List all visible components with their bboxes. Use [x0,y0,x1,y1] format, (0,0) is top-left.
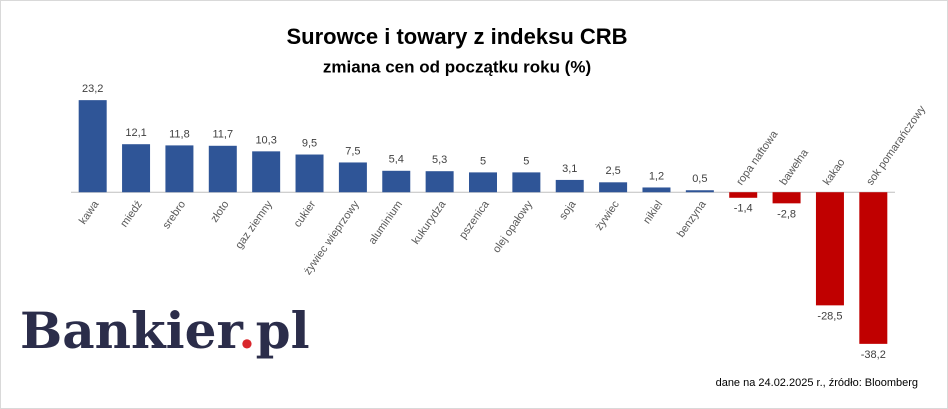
bar [338,162,367,193]
value-label: 5 [523,155,529,167]
logo-suffix: pl [256,301,310,360]
chart-title: Surowce i towary z indeksu CRB [286,24,627,49]
logo-name: Bankier [20,301,243,360]
value-label: 7,5 [345,145,360,157]
bar [599,182,628,193]
value-label: -2,8 [777,208,796,220]
bar [642,187,671,193]
chart-subtitle: zmiana cen od początku roku (%) [323,57,591,76]
value-label: 2,5 [605,165,620,177]
value-label: -1,4 [734,203,753,215]
bar [122,144,151,193]
value-label: 5 [480,155,486,167]
bar [469,172,497,193]
bar [165,145,194,193]
logo: Bankier.pl [20,301,310,360]
bar [208,145,237,193]
value-label: 11,8 [169,128,190,140]
bar [425,171,454,193]
value-label: 5,3 [432,154,447,166]
bar [78,100,107,193]
bar [815,192,844,306]
bar [729,192,758,198]
bar [382,170,411,193]
value-label: 3,1 [562,163,577,175]
value-label: 23,2 [82,83,103,95]
bar [859,192,888,344]
bar [772,192,801,204]
value-label: 9,5 [302,137,317,149]
value-label: 5,4 [389,154,404,166]
value-label: 11,7 [212,129,233,141]
bar [295,154,324,193]
value-label: -28,5 [817,310,842,322]
value-label: 1,2 [649,170,664,182]
bar [512,172,541,193]
bar [555,179,584,193]
bar [252,151,281,193]
logo-dot: . [238,301,255,360]
value-label: -38,2 [861,349,886,361]
value-label: 10,3 [255,134,276,146]
value-label: 0,5 [692,173,707,185]
bar [685,190,714,193]
value-label: 12,1 [125,127,146,139]
source: dane na 24.02.2025 r., źródło: Bloomberg [716,377,918,389]
